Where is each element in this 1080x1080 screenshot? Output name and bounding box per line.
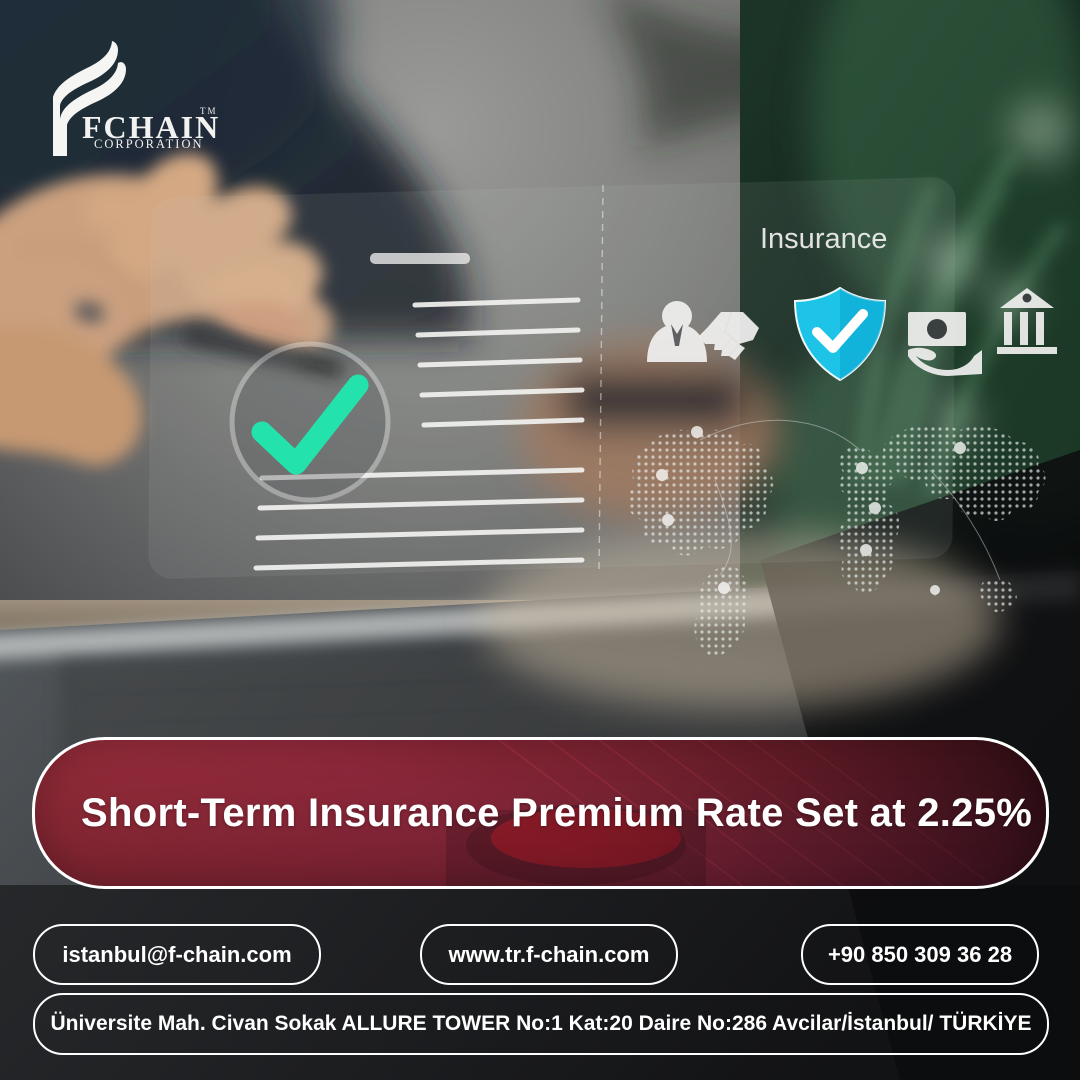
svg-text:Insurance: Insurance [760, 223, 887, 255]
svg-text:TM: TM [200, 106, 218, 116]
svg-text:CORPORATION: CORPORATION [94, 137, 204, 151]
